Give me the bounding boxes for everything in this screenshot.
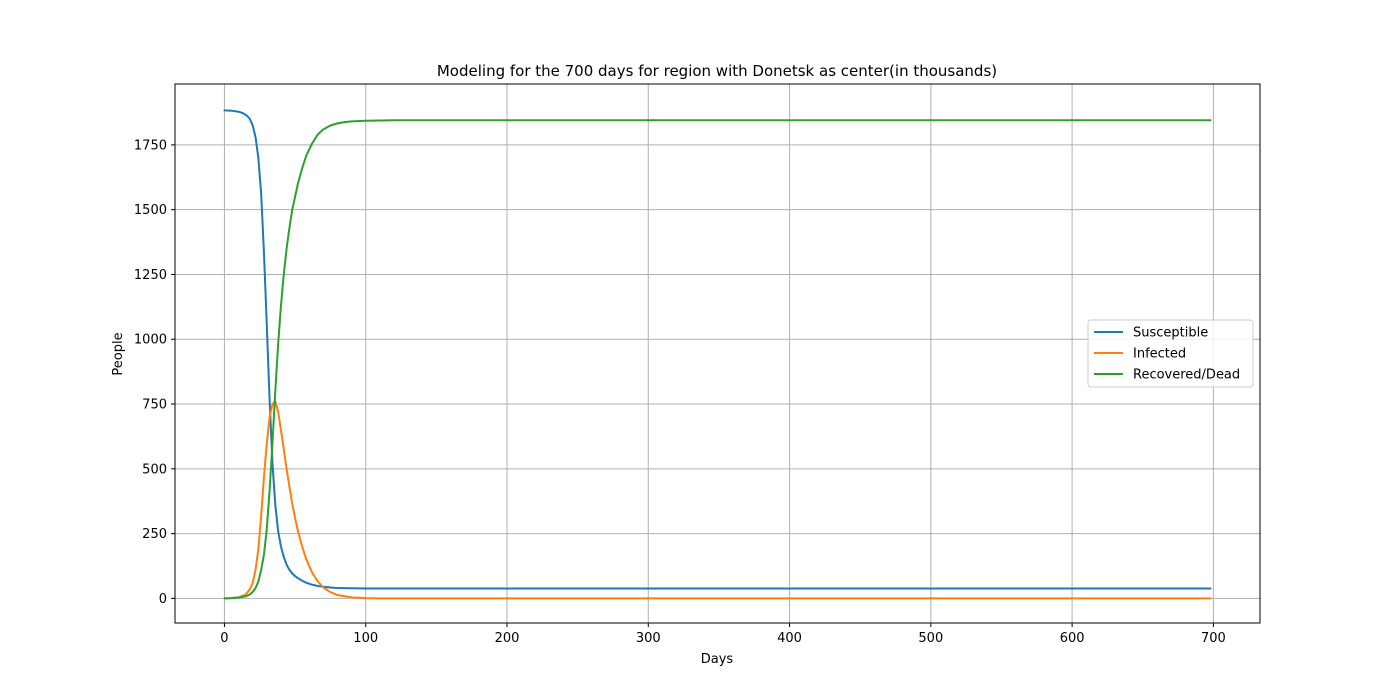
x-tick-label: 0 xyxy=(220,631,228,646)
y-tick-label: 1000 xyxy=(134,333,167,348)
series-line-infected xyxy=(223,400,1212,600)
legend-label-susceptible: Susceptible xyxy=(1133,326,1208,341)
y-tick-label: 500 xyxy=(142,462,167,477)
x-tick-label: 100 xyxy=(353,631,378,646)
legend: Susceptible Infected Recovered/Dead xyxy=(1087,319,1254,388)
x-tick-label: 200 xyxy=(495,631,520,646)
x-tick-label: 700 xyxy=(1201,631,1226,646)
plot-frame xyxy=(174,83,1261,624)
x-axis-label: Days xyxy=(701,652,734,667)
x-tick-label: 300 xyxy=(636,631,661,646)
y-tick-label: 1250 xyxy=(134,268,167,283)
axis-ticks: 0 100 200 300 400 500 600 700 0 250 500 750 1000 1250… xyxy=(134,138,1226,646)
legend-label-recovered-dead: Recovered/Dead xyxy=(1133,368,1240,383)
x-tick-label: 500 xyxy=(918,631,943,646)
y-axis-label: People xyxy=(111,332,126,375)
y-tick-label: 0 xyxy=(159,592,167,607)
legend-box xyxy=(1087,319,1254,388)
series-line-recovered-dead xyxy=(223,119,1212,600)
series-lines xyxy=(223,109,1212,600)
legend-label-infected: Infected xyxy=(1133,347,1186,362)
series-line-susceptible xyxy=(223,109,1212,590)
chart-title: Modeling for the 700 days for region wit… xyxy=(437,62,997,80)
x-tick-label: 400 xyxy=(777,631,802,646)
y-tick-label: 750 xyxy=(142,398,167,413)
y-tick-label: 1500 xyxy=(134,203,167,218)
y-tick-label: 1750 xyxy=(134,138,167,153)
y-tick-label: 250 xyxy=(142,527,167,542)
x-tick-label: 600 xyxy=(1060,631,1085,646)
